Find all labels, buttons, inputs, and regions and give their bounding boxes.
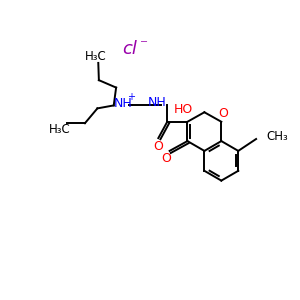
Text: O: O: [218, 107, 228, 120]
Text: HO: HO: [173, 103, 193, 116]
Text: NH: NH: [113, 97, 132, 110]
Text: +: +: [127, 92, 135, 102]
Text: NH: NH: [148, 96, 166, 109]
Text: CH₃: CH₃: [266, 130, 288, 142]
Text: cl: cl: [122, 40, 136, 58]
Text: H₃C: H₃C: [85, 50, 107, 63]
Text: H₃C: H₃C: [49, 123, 70, 136]
Text: ⁻: ⁻: [140, 37, 148, 52]
Text: O: O: [153, 140, 163, 153]
Text: O: O: [161, 152, 171, 165]
